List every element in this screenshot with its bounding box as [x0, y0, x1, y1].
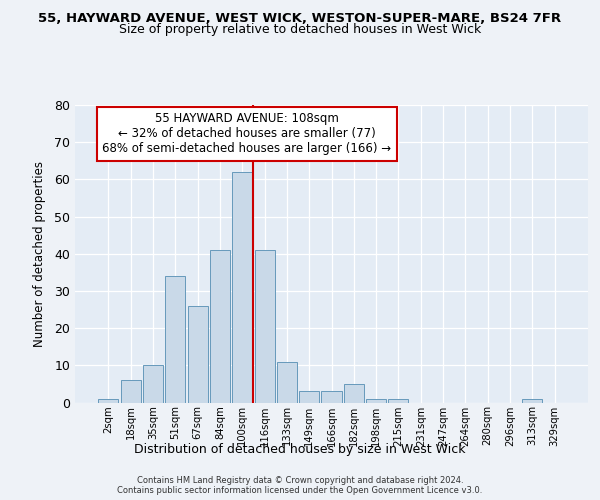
Text: Size of property relative to detached houses in West Wick: Size of property relative to detached ho… — [119, 24, 481, 36]
Bar — [98, 399, 118, 402]
Bar — [210, 250, 230, 402]
Text: 55 HAYWARD AVENUE: 108sqm
← 32% of detached houses are smaller (77)
68% of semi-: 55 HAYWARD AVENUE: 108sqm ← 32% of detac… — [102, 112, 391, 156]
Bar — [522, 399, 542, 402]
Text: 55, HAYWARD AVENUE, WEST WICK, WESTON-SUPER-MARE, BS24 7FR: 55, HAYWARD AVENUE, WEST WICK, WESTON-SU… — [38, 12, 562, 26]
Bar — [299, 392, 319, 402]
Bar — [388, 399, 409, 402]
Bar — [143, 366, 163, 403]
Bar — [322, 392, 341, 402]
Bar — [165, 276, 185, 402]
Bar — [277, 362, 297, 403]
Bar — [366, 399, 386, 402]
Bar — [121, 380, 141, 402]
Text: Contains HM Land Registry data © Crown copyright and database right 2024.
Contai: Contains HM Land Registry data © Crown c… — [118, 476, 482, 495]
Bar — [188, 306, 208, 402]
Bar — [254, 250, 275, 402]
Bar — [344, 384, 364, 402]
Text: Distribution of detached houses by size in West Wick: Distribution of detached houses by size … — [134, 442, 466, 456]
Bar — [232, 172, 252, 402]
Y-axis label: Number of detached properties: Number of detached properties — [33, 161, 46, 347]
